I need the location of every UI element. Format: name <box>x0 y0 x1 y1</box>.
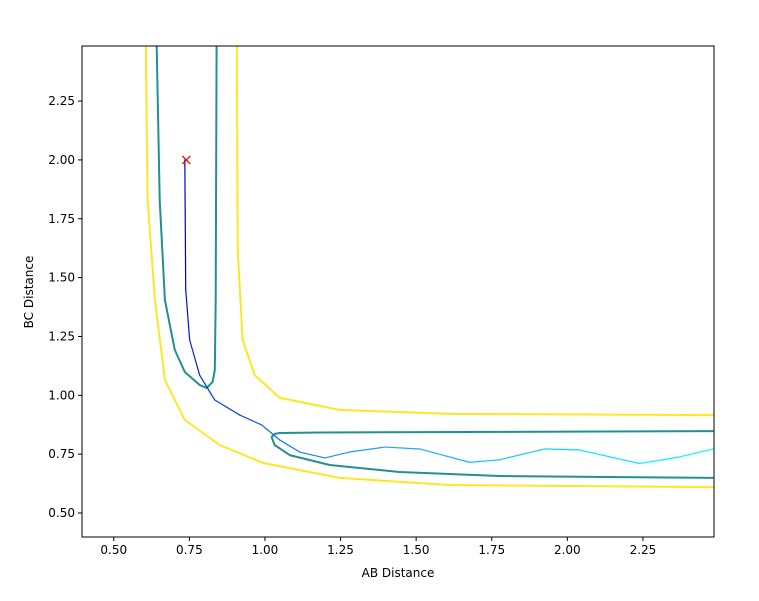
y-tick-label: 0.50 <box>48 506 75 520</box>
y-tick-label: 2.25 <box>48 94 75 108</box>
trajectory-segment <box>214 399 241 416</box>
x-axis-label: AB Distance <box>362 566 435 580</box>
y-tick-label: 1.25 <box>48 329 75 343</box>
trajectory-segment <box>184 159 187 291</box>
plot-layer <box>144 46 714 489</box>
trajectory-segment <box>578 449 641 465</box>
trajectory-segment <box>261 424 281 441</box>
y-axis-label: BC Distance <box>22 256 36 329</box>
contour-line-0 <box>144 46 714 489</box>
trajectory-segment <box>469 459 501 463</box>
y-tick-label: 2.00 <box>48 153 75 167</box>
trajectory-segment <box>239 414 263 426</box>
trajectory-segment <box>185 289 191 341</box>
trajectory-segment <box>419 448 471 463</box>
contour-line-3 <box>270 430 714 479</box>
y-tick-label: 1.50 <box>48 271 75 285</box>
x-tick-label: 2.25 <box>630 543 657 557</box>
x-tick-label: 0.50 <box>100 543 127 557</box>
trajectory-segment <box>499 448 546 461</box>
trajectory-segment <box>299 451 326 459</box>
trajectory-segment <box>639 456 681 465</box>
x-tick-label: 0.75 <box>176 543 203 557</box>
y-tick-label: 1.75 <box>48 212 75 226</box>
trajectory-segment <box>199 374 216 401</box>
contour-line-1 <box>235 46 714 417</box>
trajectory-segment <box>324 451 351 459</box>
x-tick-label: 1.25 <box>327 543 354 557</box>
trajectory-segment <box>279 439 301 453</box>
trajectory-segment <box>349 446 386 453</box>
x-tick-label: 1.50 <box>403 543 430 557</box>
x-tick-label: 1.75 <box>478 543 505 557</box>
x-tick-label: 1.00 <box>252 543 279 557</box>
axis-ticks: 0.50 0.75 1.00 1.25 1.50 1.75 2.00 2.25 0.50 0.75… <box>48 94 656 557</box>
y-tick-label: 1.00 <box>48 388 75 402</box>
x-tick-label: 2.00 <box>554 543 581 557</box>
trajectory-segment <box>189 339 201 376</box>
trajectory-segment <box>544 448 581 451</box>
start-marker <box>181 155 191 165</box>
plot-frame <box>81 45 715 538</box>
contour-line-2 <box>155 46 218 389</box>
y-tick-label: 0.75 <box>48 447 75 461</box>
trajectory-segment <box>678 448 714 458</box>
trajectory-segment <box>384 446 421 450</box>
